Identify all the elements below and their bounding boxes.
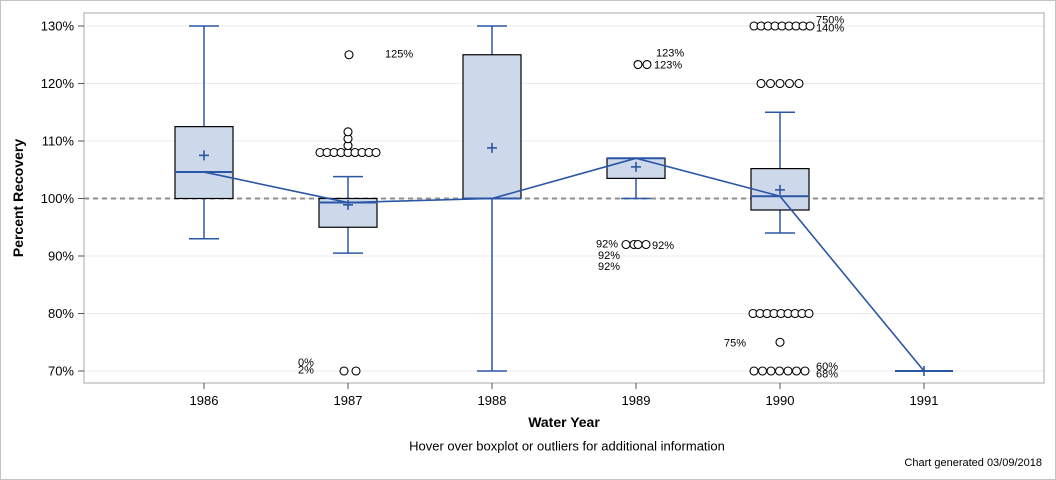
outlier-label: 92% [596, 238, 618, 250]
outlier-point[interactable] [339, 366, 349, 376]
outlier-point[interactable] [642, 59, 652, 70]
outlier-point[interactable] [783, 366, 793, 376]
y-tick-label: 100% [41, 191, 75, 206]
box-1988[interactable] [462, 54, 522, 200]
outlier-point[interactable] [344, 50, 354, 60]
outlier-point[interactable] [621, 239, 631, 250]
median-trend-line [203, 157, 925, 372]
chart-generated-credit: Chart generated 03/09/2018 [904, 457, 1042, 469]
outlier-point[interactable] [343, 127, 353, 137]
outlier-point[interactable] [774, 366, 785, 376]
outlier-point[interactable] [757, 366, 768, 376]
outlier-point[interactable] [775, 337, 785, 347]
outlier-label: 123% [656, 47, 684, 59]
y-tick-label: 90% [48, 249, 74, 264]
x-tick-label: 1988 [478, 393, 507, 408]
box-1986[interactable] [174, 126, 234, 200]
outlier-label: 0% [298, 357, 314, 369]
y-tick-label: 80% [48, 306, 74, 321]
x-tick-label: 1989 [622, 393, 651, 408]
outlier-point[interactable] [794, 78, 804, 89]
outlier-label: 75% [724, 337, 746, 349]
outlier-label: 92% [652, 240, 674, 252]
x-tick-label: 1990 [766, 393, 795, 408]
x-tick-label: 1987 [334, 393, 363, 408]
outlier-label: 92% [598, 250, 620, 262]
outlier-label: 750% [816, 15, 844, 27]
outlier-label: 60% [816, 361, 838, 373]
outlier-label: 92% [598, 261, 620, 273]
outlier-point[interactable] [765, 78, 776, 89]
outlier-point[interactable] [371, 147, 381, 158]
outlier-point[interactable] [756, 78, 766, 89]
y-axis-title: Percent Recovery [10, 138, 26, 258]
outlier-label: 125% [385, 49, 413, 61]
y-tick-label: 120% [41, 76, 75, 91]
outlier-label: 68% [816, 368, 838, 380]
outlier-label: 2% [298, 364, 314, 376]
x-axis-title: Water Year [528, 414, 600, 430]
outlier-point[interactable] [749, 366, 759, 376]
outlier-point[interactable] [805, 21, 815, 31]
outlier-point[interactable] [633, 59, 643, 70]
outlier-label: 140% [816, 23, 844, 35]
outlier-point[interactable] [641, 239, 651, 250]
outlier-point[interactable] [775, 78, 785, 89]
outlier-point[interactable] [784, 78, 795, 89]
y-tick-label: 110% [42, 134, 75, 149]
y-tick-label: 130% [41, 19, 75, 34]
outlier-point[interactable] [351, 366, 361, 376]
footnote: Hover over boxplot or outliers for addit… [409, 438, 725, 454]
outlier-point[interactable] [800, 366, 810, 376]
outlier-point[interactable] [766, 366, 776, 376]
outlier-point[interactable] [791, 366, 802, 376]
outlier-point[interactable] [633, 239, 643, 250]
outlier-point[interactable] [804, 308, 814, 319]
x-tick-label: 1986 [190, 393, 219, 408]
y-tick-label: 70% [48, 364, 74, 379]
outlier-label: 123% [654, 60, 682, 72]
x-tick-label: 1991 [910, 393, 939, 408]
